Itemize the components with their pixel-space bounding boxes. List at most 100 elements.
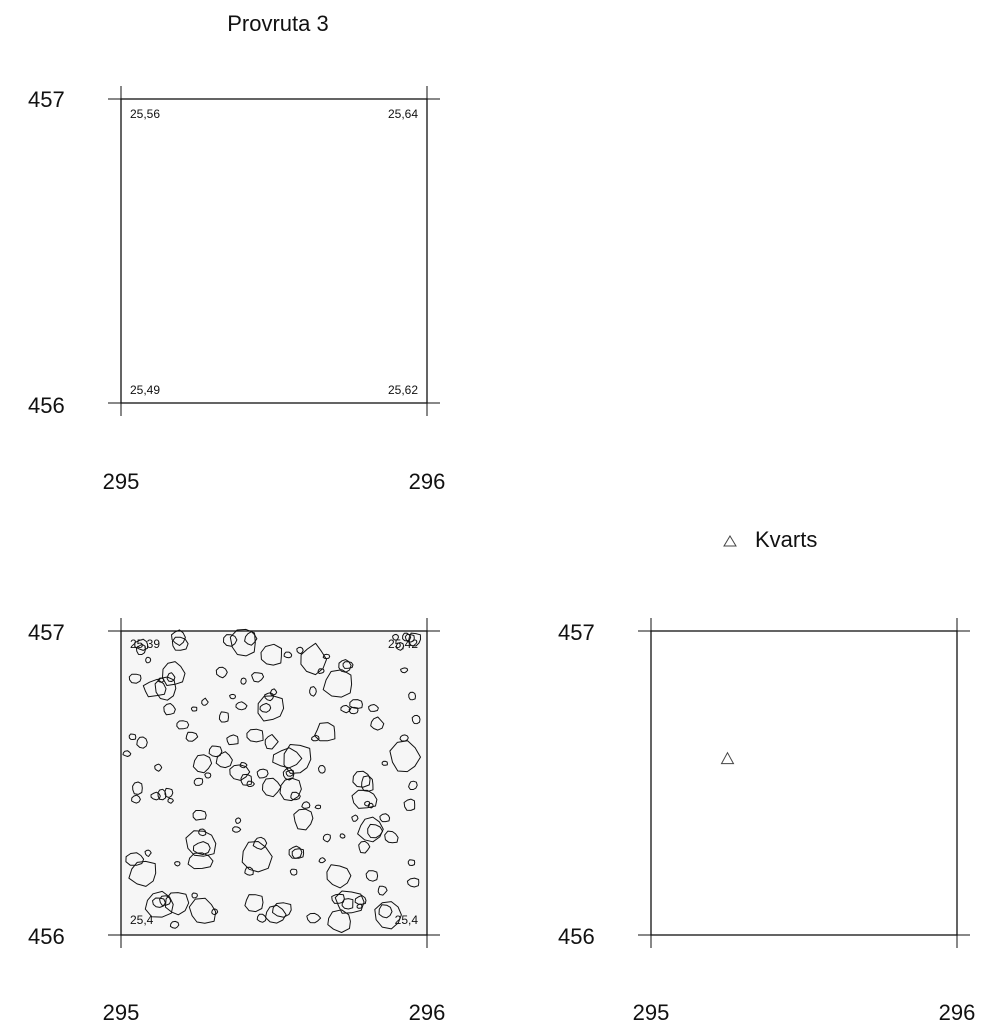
stone-outline (408, 632, 421, 647)
stone-outline (407, 859, 416, 866)
stone-outline (259, 702, 272, 713)
stone-outline (300, 642, 327, 676)
stone-outline (357, 816, 384, 843)
x-label-right: 296 (939, 1000, 976, 1025)
stone-outline (411, 714, 421, 725)
stone-outline (229, 764, 251, 781)
stone-outline (352, 770, 371, 788)
stone-outline (264, 734, 279, 750)
stone-outline (327, 909, 351, 933)
stone-outline (408, 780, 418, 790)
stone-outline (306, 912, 322, 924)
stone-outline (403, 798, 416, 811)
stone-outline (174, 861, 181, 867)
stone-outline (192, 810, 207, 821)
stone-outline (163, 703, 176, 716)
stone-outline (157, 788, 167, 801)
stone-outline (351, 814, 359, 822)
x-label-right: 296 (409, 1000, 446, 1025)
y-label-top: 457 (558, 620, 595, 645)
stone-outline (218, 711, 229, 723)
stone-outline (342, 661, 354, 669)
stone-outline (367, 802, 374, 809)
stone-outline (283, 744, 312, 774)
stone-outline (229, 693, 236, 700)
stone-outline (368, 704, 379, 712)
stone-outline (318, 765, 326, 774)
stone-outline (322, 653, 331, 659)
stone-outline (400, 667, 409, 674)
stone-outline (235, 701, 248, 711)
stone-outline (193, 777, 204, 786)
stone-outline (334, 890, 365, 914)
stone-outline (361, 775, 374, 792)
kvarts-panel: 457 456 295 296 (558, 618, 975, 1025)
stone-outline (176, 720, 190, 730)
stone-outline (381, 760, 388, 766)
stone-outline (145, 656, 152, 664)
stone-outline (251, 672, 265, 683)
stone-outline (296, 646, 304, 655)
stone-outline (314, 722, 336, 742)
stone-outline (290, 791, 301, 801)
stone-outline (392, 633, 399, 641)
stone-outline (134, 638, 149, 651)
stone-outline (246, 728, 264, 743)
stone-outline (185, 731, 199, 742)
stone-outline (171, 636, 189, 651)
stone-outline (169, 920, 180, 929)
stone-outline (166, 672, 176, 682)
stone-outline (404, 633, 415, 643)
stone-outline (338, 659, 352, 673)
corner-value-top-left: 25,56 (130, 107, 160, 121)
stone-outline (135, 643, 146, 655)
stone-outline (406, 877, 420, 888)
stone-outline (122, 750, 132, 757)
stone-outline (188, 897, 217, 924)
stone-outline (256, 913, 267, 923)
stone-outline (215, 666, 228, 679)
stone-outlines (122, 628, 421, 933)
stone-outline (185, 830, 217, 857)
corner-value-bottom-right: 25,62 (388, 383, 418, 397)
stone-outline (340, 704, 352, 714)
x-label-right: 296 (409, 469, 446, 494)
corner-value-bottom-left: 25,4 (130, 913, 154, 927)
stone-outline (239, 762, 248, 769)
stone-outline (272, 747, 303, 769)
stone-outline (291, 848, 305, 859)
stone-outline (187, 852, 214, 870)
stone-outline (190, 706, 198, 712)
stone-outline (201, 697, 209, 706)
stone-outline (367, 823, 384, 839)
y-label-bottom: 456 (28, 393, 65, 418)
stone-outline (289, 868, 298, 876)
stone-outline (283, 651, 293, 659)
stone-outline (152, 897, 166, 908)
stone-outline (204, 772, 212, 779)
kvarts-marker (720, 751, 735, 765)
stone-outline (154, 763, 163, 772)
x-label-left: 295 (103, 469, 140, 494)
stone-outline (208, 745, 223, 758)
stone-outline (215, 751, 233, 769)
stone-outline (378, 904, 393, 919)
x-label-left: 295 (103, 1000, 140, 1025)
stone-outline (282, 767, 295, 781)
legend: Kvarts (723, 527, 817, 552)
stone-outline (235, 817, 242, 824)
stone-outline (162, 661, 186, 686)
stone-outline (377, 885, 388, 896)
stone-outline (314, 804, 322, 810)
stone-outline (399, 734, 409, 742)
stone-outline (244, 866, 254, 876)
y-label-bottom: 456 (558, 924, 595, 949)
stone-outline (358, 840, 371, 854)
stone-outline (384, 830, 399, 844)
corner-value-bottom-right: 25,4 (395, 913, 419, 927)
stone-outline (198, 828, 207, 837)
stone-outline (128, 673, 142, 684)
stone-outline (252, 836, 268, 850)
stones-panel-frame (120, 630, 428, 936)
stone-outline (370, 716, 385, 731)
